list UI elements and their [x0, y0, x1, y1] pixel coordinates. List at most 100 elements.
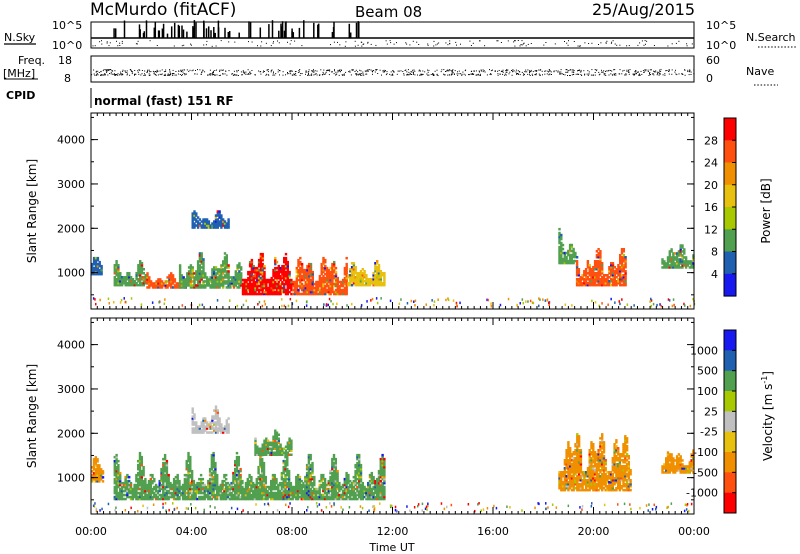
range-cell	[322, 276, 325, 280]
scatter-cell	[455, 303, 458, 307]
freq-dot	[567, 75, 568, 76]
range-cell	[286, 270, 289, 274]
range-cell	[115, 481, 118, 485]
range-cell	[234, 483, 237, 487]
range-cell	[565, 259, 568, 263]
freq-dot	[343, 74, 345, 76]
range-cell	[223, 220, 227, 223]
range-cell	[320, 477, 323, 481]
range-cell	[611, 274, 615, 277]
range-cell	[286, 459, 289, 463]
range-cell	[599, 270, 602, 273]
freq-dot	[245, 73, 247, 75]
range-cell	[200, 256, 203, 259]
range-cell	[261, 491, 264, 495]
range-cell	[117, 264, 120, 267]
range-cell	[229, 276, 232, 279]
range-cell	[262, 485, 266, 489]
nsky-dot	[543, 44, 545, 46]
range-cell	[315, 286, 318, 290]
range-cell	[365, 282, 368, 285]
range-cell	[305, 467, 309, 471]
freq-dot	[433, 74, 435, 76]
range-cell	[275, 495, 278, 499]
range-cell	[180, 278, 184, 281]
range-cell	[329, 286, 332, 290]
range-cell	[602, 278, 606, 281]
freq-dot	[155, 71, 157, 73]
freq-dot	[279, 74, 280, 76]
range-cell	[92, 478, 96, 481]
range-cell	[261, 471, 264, 475]
range-cell	[186, 276, 189, 279]
range-cell	[307, 453, 311, 457]
range-cell	[307, 467, 311, 471]
freq-dot	[529, 75, 531, 76]
range-cell	[286, 485, 289, 489]
range-cell	[259, 276, 263, 280]
freq-dot	[648, 75, 650, 76]
range-cell	[142, 485, 145, 489]
range-cell	[238, 270, 241, 273]
freq-dot	[434, 70, 436, 72]
range-cell	[379, 282, 382, 285]
range-cell	[189, 481, 192, 485]
range-cell	[144, 489, 147, 493]
range-cell	[237, 497, 240, 501]
range-cell	[617, 282, 620, 285]
range-cell	[259, 473, 262, 477]
range-cell	[229, 282, 232, 285]
range-cell	[306, 284, 309, 288]
freq-dot	[529, 71, 531, 72]
freq-dot	[544, 73, 546, 75]
range-cell	[167, 483, 170, 487]
range-cell	[572, 255, 575, 259]
range-cell	[574, 251, 577, 255]
range-cell	[235, 469, 239, 473]
scatter-cell	[626, 303, 629, 306]
scatter-cell	[601, 302, 603, 305]
nsky-dot	[626, 45, 628, 47]
range-cell	[619, 278, 622, 281]
range-cell	[200, 272, 203, 275]
range-cell	[113, 459, 116, 463]
range-cell	[226, 487, 230, 491]
nsky-dot	[522, 43, 524, 45]
range-cell	[216, 272, 219, 275]
range-cell	[175, 282, 178, 285]
range-cell	[307, 489, 311, 493]
freq-dot	[660, 70, 662, 72]
range-cell	[204, 280, 207, 283]
range-cell	[577, 272, 581, 275]
range-cell	[558, 239, 561, 243]
range-cell	[622, 270, 625, 273]
range-cell	[299, 260, 302, 264]
range-cell	[289, 487, 293, 491]
scatter-cell	[591, 299, 593, 303]
freq-dot	[285, 74, 286, 76]
range-cell	[329, 266, 332, 270]
range-cell	[187, 495, 190, 499]
range-cell	[302, 276, 306, 280]
range-cell	[212, 457, 215, 461]
range-cell	[261, 475, 264, 479]
range-cell	[124, 475, 127, 479]
range-cell	[227, 280, 230, 283]
range-cell	[218, 276, 221, 279]
range-cell	[572, 249, 575, 253]
range-cell	[674, 264, 677, 267]
range-cell	[199, 495, 203, 499]
range-cell	[192, 489, 196, 493]
freq-dot	[424, 71, 426, 73]
range-cell	[593, 266, 597, 269]
range-cell	[349, 270, 352, 273]
range-cell	[165, 497, 169, 501]
range-cell	[261, 284, 264, 288]
range-cell	[202, 284, 205, 287]
freq-dot	[538, 69, 540, 71]
range-cell	[129, 276, 133, 279]
range-cell	[140, 463, 143, 467]
range-cell	[241, 278, 245, 282]
range-cell	[203, 483, 206, 487]
range-cell	[336, 282, 339, 286]
